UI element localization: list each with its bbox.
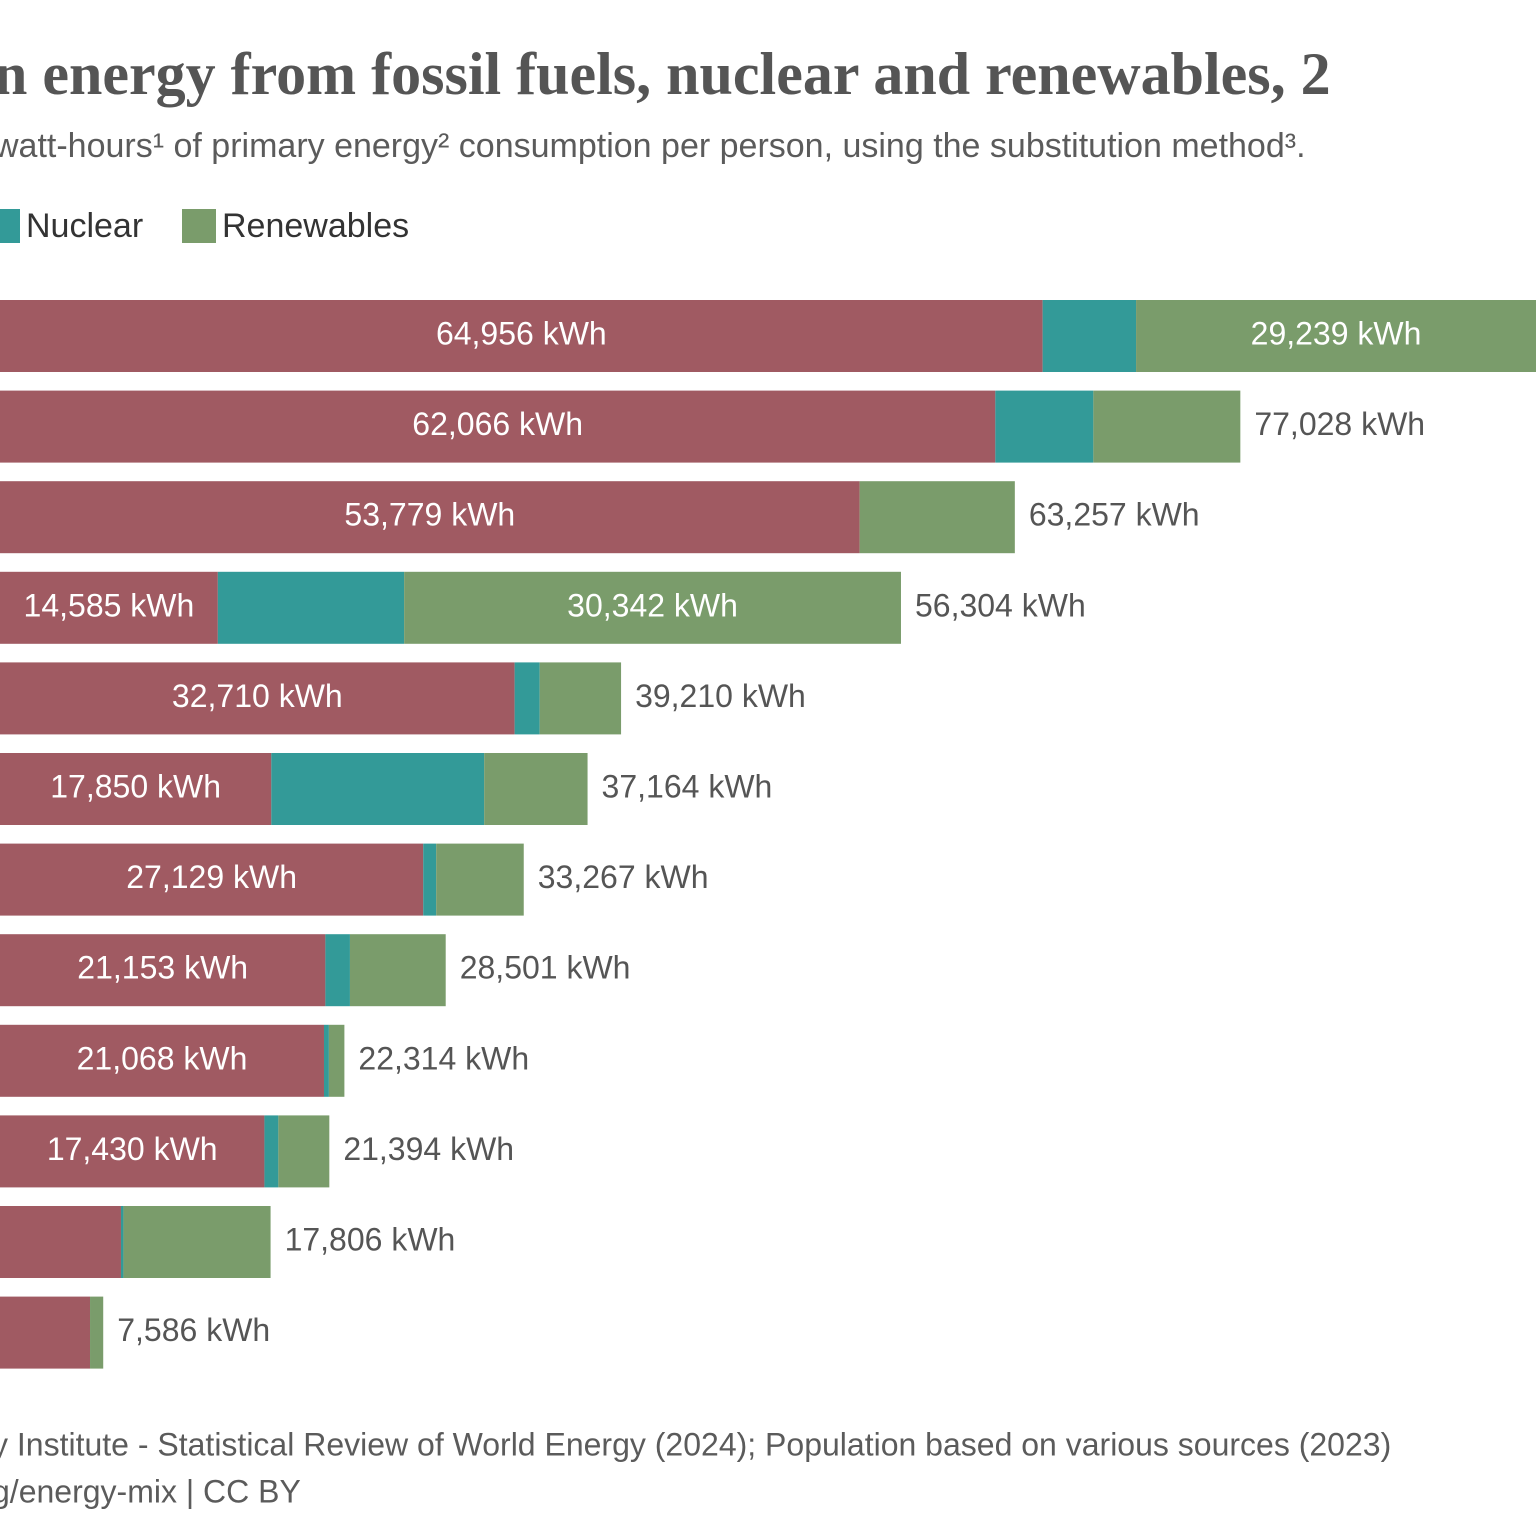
bar-segment	[328, 1024, 345, 1097]
bar-segment	[0, 662, 515, 735]
value-label: 17,430 kWh	[47, 1131, 218, 1167]
bar-segment	[1042, 300, 1137, 372]
chart-subtitle: watt-hours¹ of primary energy² consumpti…	[0, 127, 1306, 165]
bar-segment	[0, 1024, 324, 1097]
value-label: 64,956 kWh	[436, 315, 607, 351]
bar-segment	[325, 934, 350, 1007]
legend-label: Nuclear	[26, 207, 143, 245]
bar-segment	[1093, 390, 1241, 463]
bar-segment	[859, 481, 1015, 554]
value-label: 32,710 kWh	[172, 678, 343, 714]
bar-segment	[0, 1296, 91, 1369]
value-label: 30,342 kWh	[567, 587, 738, 623]
bar-segment	[120, 1206, 124, 1278]
bar-segment	[271, 753, 485, 825]
total-label: 17,806 kWh	[285, 1221, 456, 1257]
bar-segment	[436, 843, 524, 916]
source-line: g/energy-mix | CC BY	[0, 1473, 301, 1509]
bar-segment	[0, 1206, 121, 1278]
value-label: 21,068 kWh	[77, 1040, 248, 1076]
value-label: 14,585 kWh	[24, 587, 195, 623]
total-label: 21,394 kWh	[343, 1131, 514, 1167]
total-label: 39,210 kWh	[635, 678, 806, 714]
total-label: 22,314 kWh	[358, 1040, 529, 1076]
bar-segment	[264, 1115, 279, 1188]
bar-segment	[404, 571, 901, 644]
bar-segment	[0, 390, 996, 463]
bar-segment	[539, 662, 622, 735]
value-label: 29,239 kWh	[1251, 315, 1422, 351]
value-label: 62,066 kWh	[412, 406, 583, 442]
bar-segment	[423, 843, 437, 916]
bar-segment	[1136, 300, 1536, 372]
bar-segment	[123, 1206, 271, 1278]
value-label: 53,779 kWh	[344, 497, 515, 533]
legend-swatch	[0, 209, 20, 243]
value-label: 21,153 kWh	[77, 950, 248, 986]
bar-segment	[484, 753, 588, 825]
bar-segment	[278, 1115, 330, 1188]
bar-segment	[0, 300, 1043, 372]
bar-segment	[349, 934, 446, 1007]
total-label: 7,586 kWh	[117, 1312, 270, 1348]
bar-segment	[217, 571, 405, 644]
bar-segment	[995, 390, 1094, 463]
total-label: 37,164 kWh	[602, 768, 773, 804]
source-line: y Institute - Statistical Review of Worl…	[0, 1426, 1391, 1462]
value-label: 17,850 kWh	[50, 768, 221, 804]
chart-title: n energy from fossil fuels, nuclear and …	[0, 41, 1331, 107]
bar-segment	[0, 843, 424, 916]
legend-label: Renewables	[222, 207, 409, 245]
bar-segment	[0, 753, 272, 825]
bar-segment	[90, 1296, 104, 1369]
bar-segment	[0, 1115, 265, 1188]
bar-segment	[323, 1024, 329, 1097]
bar-segment	[0, 571, 218, 644]
value-label: 27,129 kWh	[126, 859, 297, 895]
bar-segment	[514, 662, 540, 735]
total-label: 63,257 kWh	[1029, 497, 1200, 533]
total-label: 28,501 kWh	[460, 950, 631, 986]
bar-segment	[0, 934, 326, 1007]
legend-swatch	[182, 209, 216, 243]
total-label: 56,304 kWh	[915, 587, 1086, 623]
bar-segment	[0, 481, 860, 554]
total-label: 33,267 kWh	[538, 859, 709, 895]
total-label: 77,028 kWh	[1254, 406, 1425, 442]
